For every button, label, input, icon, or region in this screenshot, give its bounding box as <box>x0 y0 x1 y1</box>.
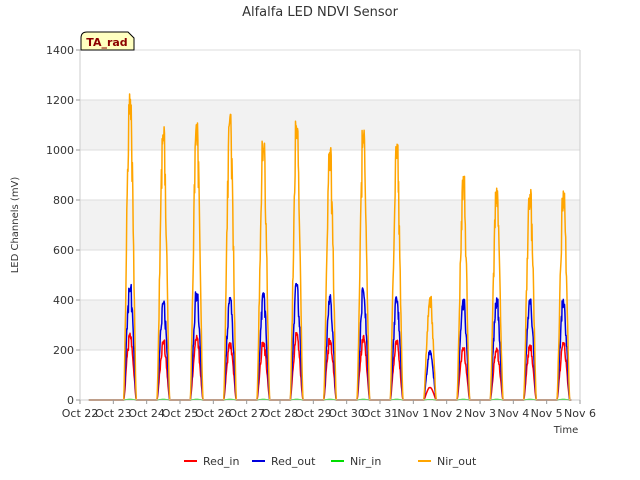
x-tick-label: Nov 5 <box>531 407 563 420</box>
legend-label: Red_in <box>203 455 239 468</box>
x-tick-label: Oct 29 <box>295 407 332 420</box>
y-tick-label: 1400 <box>46 44 74 57</box>
legend-item: Nir_out <box>418 455 477 468</box>
badge-box <box>80 31 135 51</box>
y-tick-label: 1200 <box>46 94 74 107</box>
y-axis-label: LED Channels (mV) <box>10 177 21 274</box>
chart-title: Alfalfa LED NDVI Sensor <box>242 5 399 20</box>
x-tick-label: Oct 25 <box>162 407 199 420</box>
legend-item: Red_in <box>184 455 239 468</box>
legend-label: Nir_out <box>437 455 477 468</box>
series-line-red-out <box>88 282 572 401</box>
x-tick-label: Nov 6 <box>564 407 596 420</box>
series-line-red-in <box>88 331 572 401</box>
x-tick-label: Oct 22 <box>62 407 99 420</box>
x-tick-label: Oct 26 <box>195 407 232 420</box>
y-tick-label: 0 <box>67 394 74 407</box>
x-tick-label: Oct 28 <box>262 407 299 420</box>
legend-label: Red_out <box>271 455 316 468</box>
y-tick-label: 800 <box>53 194 74 207</box>
x-tick-label: Nov 2 <box>431 407 463 420</box>
legend: Red_in Red_out Nir_in Nir_out <box>184 455 477 468</box>
legend-item: Red_out <box>252 455 316 468</box>
y-tick-label: 600 <box>53 244 74 257</box>
x-axis-label: Time <box>553 425 578 436</box>
grid-band <box>80 200 580 250</box>
x-tick-label: Nov 3 <box>464 407 496 420</box>
x-tick-label: Nov 1 <box>397 407 429 420</box>
y-tick-label: 200 <box>53 344 74 357</box>
plot-background <box>80 50 580 400</box>
legend-item: Nir_in <box>331 455 381 468</box>
x-tick-label: Nov 4 <box>497 407 529 420</box>
y-tick-label: 400 <box>53 294 74 307</box>
x-tick-label: Oct 23 <box>95 407 132 420</box>
x-tick-label: Oct 30 <box>328 407 365 420</box>
badge-label: TA_rad <box>86 36 127 49</box>
y-tick-label: 1000 <box>46 144 74 157</box>
x-tick-label: Oct 24 <box>128 407 165 420</box>
series-line-nir-out <box>88 93 572 401</box>
legend-label: Nir_in <box>350 455 381 468</box>
badge: TA_rad <box>80 31 135 51</box>
grid-band <box>80 100 580 150</box>
x-tick-label: Oct 31 <box>362 407 399 420</box>
x-tick-label: Oct 27 <box>228 407 265 420</box>
axes <box>79 50 581 401</box>
y-ticks: 0 200 400 600 800 1000 1200 1400 <box>46 44 80 407</box>
